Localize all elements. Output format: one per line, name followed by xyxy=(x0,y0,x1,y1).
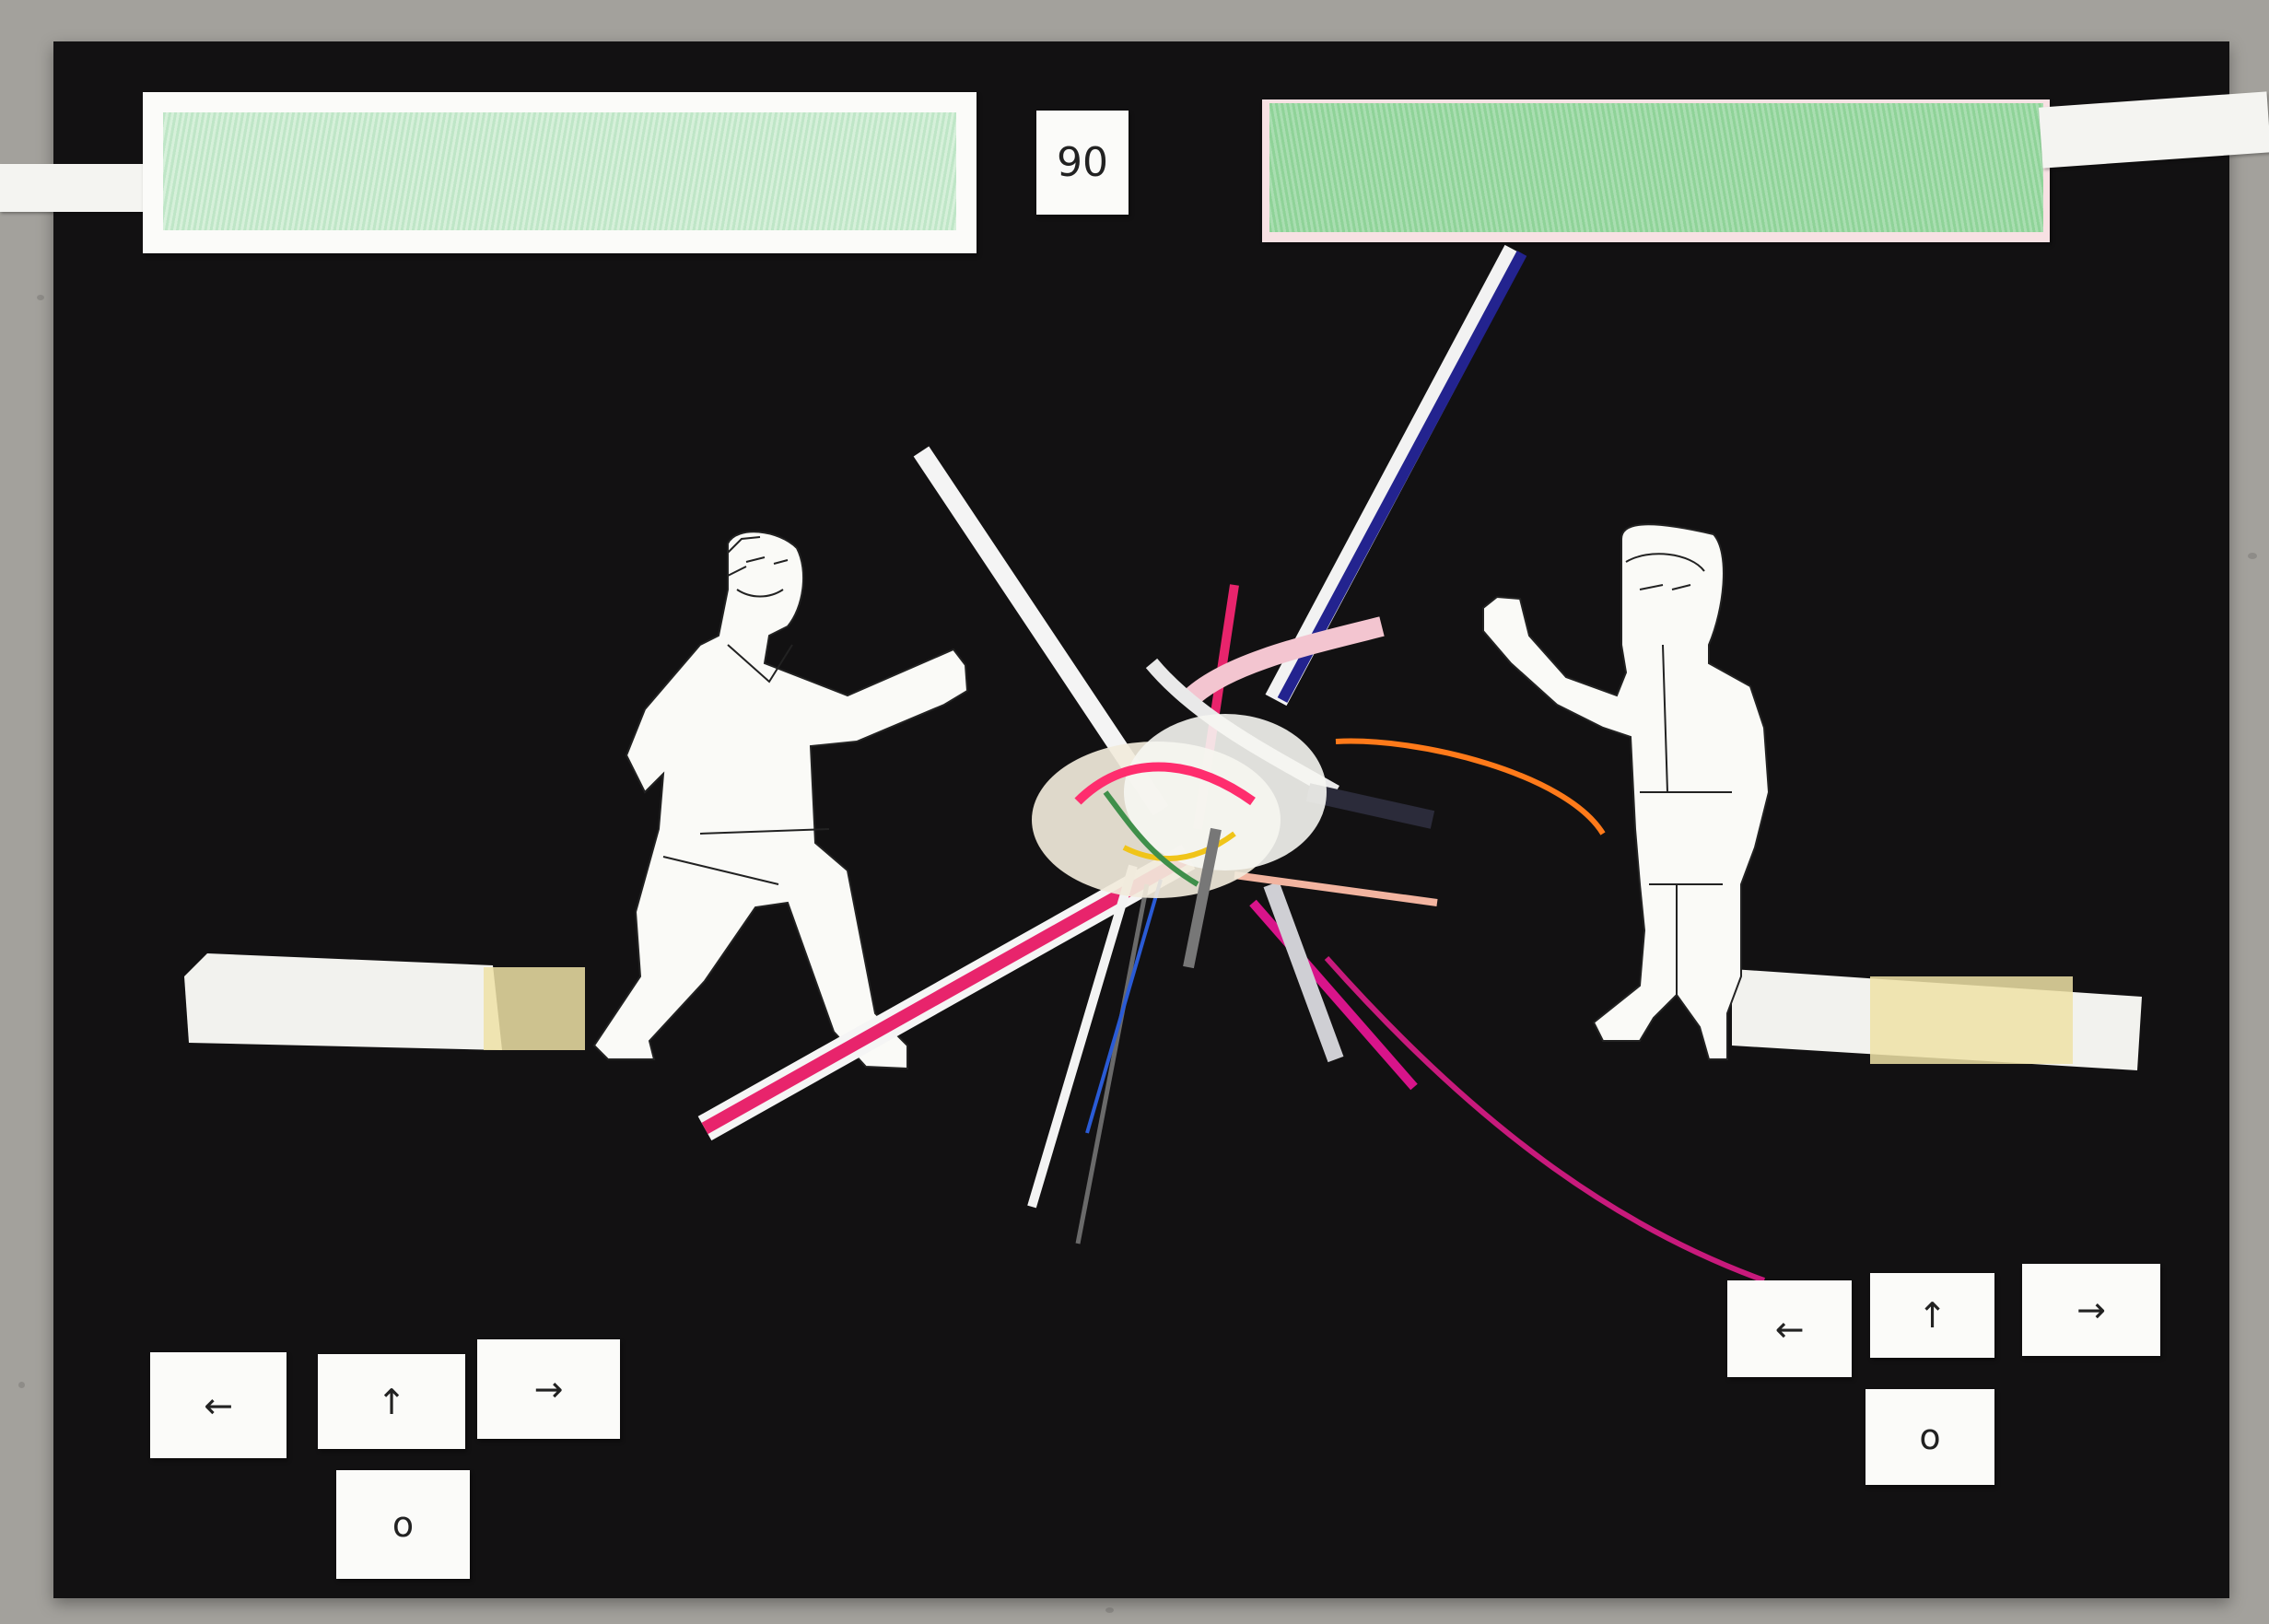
left-arrow-icon: ← xyxy=(204,1384,233,1426)
fighter-player1 xyxy=(592,531,969,1070)
player1-key-right[interactable]: → xyxy=(477,1339,620,1439)
floor-left xyxy=(184,953,585,1050)
up-arrow-icon: ↑ xyxy=(1917,1295,1947,1336)
round-timer: 90 xyxy=(1036,111,1129,215)
player1-health-fill xyxy=(163,112,956,230)
timer-value: 90 xyxy=(1057,139,1108,186)
player2-health-bar xyxy=(1262,99,2050,242)
player2-key-action[interactable]: o xyxy=(1865,1389,1994,1485)
right-arrow-icon: → xyxy=(2076,1290,2106,1330)
circle-icon: o xyxy=(1919,1417,1941,1457)
fighter-player2 xyxy=(1482,523,1771,1060)
player2-key-right[interactable]: → xyxy=(2022,1264,2160,1356)
circle-icon: o xyxy=(392,1504,415,1545)
player2-health-fill xyxy=(1269,103,2043,232)
player1-key-action[interactable]: o xyxy=(336,1470,470,1579)
player1-key-left[interactable]: ← xyxy=(150,1352,287,1458)
left-arrow-icon: ← xyxy=(1774,1308,1805,1349)
right-arrow-icon: → xyxy=(533,1369,564,1409)
player1-key-up[interactable]: ↑ xyxy=(318,1354,465,1449)
player2-key-up[interactable]: ↑ xyxy=(1870,1273,1994,1358)
clash-burst xyxy=(697,244,1766,1283)
up-arrow-icon: ↑ xyxy=(377,1381,406,1422)
player2-key-left[interactable]: ← xyxy=(1727,1280,1852,1377)
floor-right xyxy=(1732,969,2142,1070)
player1-health-bar xyxy=(143,92,977,253)
health-bar-strip-left xyxy=(0,164,166,212)
